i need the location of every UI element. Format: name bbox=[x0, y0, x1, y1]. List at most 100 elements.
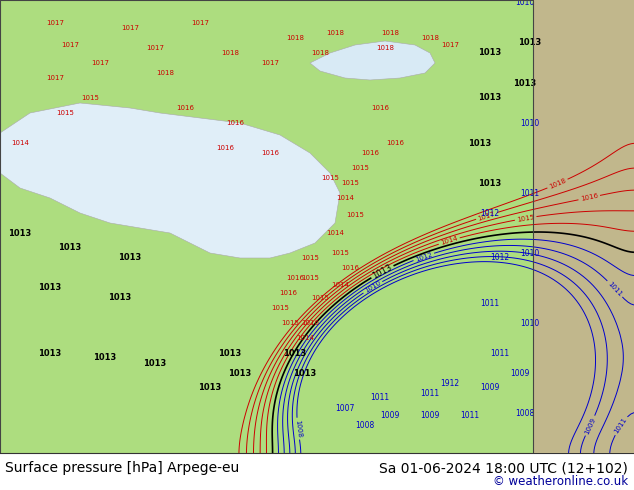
Text: 1016: 1016 bbox=[301, 320, 319, 326]
Text: 1014: 1014 bbox=[440, 235, 458, 246]
Text: 1015: 1015 bbox=[321, 175, 339, 181]
Text: 1016: 1016 bbox=[216, 145, 234, 151]
Text: 1013: 1013 bbox=[469, 139, 491, 147]
Text: 1009: 1009 bbox=[584, 416, 597, 435]
Text: 1018: 1018 bbox=[286, 35, 304, 41]
Text: 1011: 1011 bbox=[607, 280, 623, 297]
Text: 1018: 1018 bbox=[421, 35, 439, 41]
Text: 1017: 1017 bbox=[91, 60, 109, 66]
Text: 1016: 1016 bbox=[361, 150, 379, 156]
Text: 1015: 1015 bbox=[81, 95, 99, 101]
Text: 1010: 1010 bbox=[521, 119, 540, 127]
Text: 1016: 1016 bbox=[176, 105, 194, 111]
Text: 1016: 1016 bbox=[341, 265, 359, 271]
Text: 1015: 1015 bbox=[271, 305, 289, 311]
Text: 1016: 1016 bbox=[371, 105, 389, 111]
Text: 1017: 1017 bbox=[46, 75, 64, 81]
Text: 1018: 1018 bbox=[326, 30, 344, 36]
Text: Surface pressure [hPa] Arpege-eu: Surface pressure [hPa] Arpege-eu bbox=[5, 461, 239, 475]
Text: 1013: 1013 bbox=[119, 253, 141, 263]
Text: 1013: 1013 bbox=[198, 384, 222, 392]
Text: 1912: 1912 bbox=[441, 378, 460, 388]
Text: 1016: 1016 bbox=[386, 140, 404, 146]
Text: 1017: 1017 bbox=[441, 42, 459, 48]
Text: 1013: 1013 bbox=[479, 178, 501, 188]
Text: © weatheronline.co.uk: © weatheronline.co.uk bbox=[493, 475, 628, 488]
Text: 1015: 1015 bbox=[341, 180, 359, 186]
Text: 1013: 1013 bbox=[371, 263, 394, 281]
Text: 1013: 1013 bbox=[93, 353, 117, 363]
Text: 1011: 1011 bbox=[521, 189, 540, 197]
Text: 1011: 1011 bbox=[481, 298, 500, 308]
Text: 1011: 1011 bbox=[370, 393, 389, 402]
Text: 1017: 1017 bbox=[261, 60, 279, 66]
Text: 1009: 1009 bbox=[420, 411, 440, 419]
Text: 1017: 1017 bbox=[146, 45, 164, 51]
Text: 1013: 1013 bbox=[294, 368, 316, 377]
Text: 1018: 1018 bbox=[548, 177, 567, 190]
Text: 1018: 1018 bbox=[221, 50, 239, 56]
Text: 1016: 1016 bbox=[580, 193, 598, 202]
Text: 1018: 1018 bbox=[376, 45, 394, 51]
Text: 1017: 1017 bbox=[61, 42, 79, 48]
Text: 1009: 1009 bbox=[481, 384, 500, 392]
Polygon shape bbox=[0, 103, 340, 258]
Text: 1012: 1012 bbox=[481, 209, 500, 218]
Text: 1015: 1015 bbox=[311, 295, 329, 301]
Text: 1013: 1013 bbox=[58, 244, 82, 252]
Text: 1010: 1010 bbox=[521, 248, 540, 258]
Text: 1015: 1015 bbox=[301, 255, 319, 261]
Text: 1018: 1018 bbox=[381, 30, 399, 36]
Text: 1016: 1016 bbox=[226, 120, 244, 126]
Text: 1013: 1013 bbox=[218, 348, 242, 358]
Text: 1013: 1013 bbox=[39, 284, 61, 293]
Text: 1013: 1013 bbox=[228, 368, 252, 377]
Text: 1008: 1008 bbox=[515, 409, 534, 417]
Text: 1015: 1015 bbox=[346, 212, 364, 218]
Text: 1014: 1014 bbox=[336, 195, 354, 201]
Text: 1013: 1013 bbox=[479, 49, 501, 57]
Text: 1011: 1011 bbox=[613, 416, 628, 435]
Text: 1017: 1017 bbox=[477, 210, 496, 221]
Text: 1017: 1017 bbox=[121, 25, 139, 31]
Polygon shape bbox=[310, 41, 435, 80]
Text: 1016: 1016 bbox=[279, 290, 297, 296]
Text: 1016: 1016 bbox=[261, 150, 279, 156]
Text: 1015: 1015 bbox=[516, 214, 535, 223]
Text: 1009: 1009 bbox=[510, 368, 529, 377]
Text: 1007: 1007 bbox=[335, 403, 354, 413]
Text: 1015: 1015 bbox=[331, 250, 349, 256]
Text: 1009: 1009 bbox=[380, 411, 399, 419]
Text: 1018: 1018 bbox=[156, 70, 174, 76]
Text: 1008: 1008 bbox=[294, 419, 302, 438]
Text: 1013: 1013 bbox=[514, 78, 536, 88]
Text: 1015: 1015 bbox=[281, 320, 299, 326]
Text: 1013: 1013 bbox=[479, 94, 501, 102]
Text: 1017: 1017 bbox=[191, 20, 209, 26]
Text: 1010: 1010 bbox=[521, 318, 540, 327]
Text: 1015: 1015 bbox=[56, 110, 74, 116]
Text: 1015: 1015 bbox=[351, 165, 369, 171]
Text: 1013: 1013 bbox=[283, 348, 307, 358]
Text: 1010: 1010 bbox=[363, 280, 382, 294]
Text: 1011: 1011 bbox=[491, 348, 510, 358]
Text: 1011: 1011 bbox=[460, 411, 479, 419]
Text: 1008: 1008 bbox=[356, 420, 375, 430]
Text: 1013: 1013 bbox=[108, 294, 132, 302]
Text: 1012: 1012 bbox=[491, 253, 510, 263]
Text: 1010: 1010 bbox=[515, 0, 534, 7]
Text: 1013: 1013 bbox=[143, 359, 167, 368]
Text: 1015: 1015 bbox=[301, 275, 319, 281]
Text: 1013: 1013 bbox=[39, 348, 61, 358]
Text: 1016: 1016 bbox=[286, 275, 304, 281]
Text: 1014: 1014 bbox=[11, 140, 29, 146]
Text: 1011: 1011 bbox=[420, 389, 439, 397]
Text: 1014: 1014 bbox=[296, 335, 314, 341]
Text: 1014: 1014 bbox=[326, 230, 344, 236]
Text: 1017: 1017 bbox=[46, 20, 64, 26]
Text: 1012: 1012 bbox=[414, 251, 433, 263]
Text: 1014: 1014 bbox=[331, 282, 349, 288]
Text: 1018: 1018 bbox=[311, 50, 329, 56]
Text: 1013: 1013 bbox=[8, 228, 32, 238]
Text: 1013: 1013 bbox=[519, 39, 541, 48]
